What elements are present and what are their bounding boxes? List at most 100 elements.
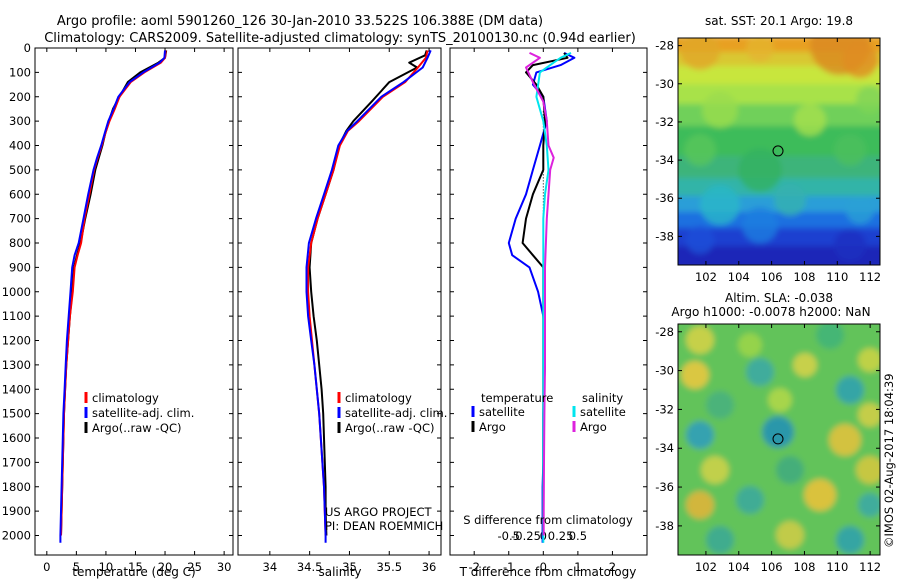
map-x-tick-label: 106 <box>761 270 783 284</box>
sst-map-title: sat. SST: 20.1 Argo: 19.8 <box>705 14 853 28</box>
sla-texture-spot <box>816 324 844 349</box>
map-x-tick-label: 104 <box>728 560 750 574</box>
depth-tick-label: 600 <box>9 187 31 201</box>
sla-texture-spot <box>746 358 774 386</box>
project-annotation-line1: US ARGO PROJECT <box>325 505 433 519</box>
legend-entry: Argo <box>580 420 607 434</box>
depth-tick-label: 1700 <box>2 455 31 469</box>
map-y-tick-label: -34 <box>655 441 674 455</box>
map-x-tick-label: 102 <box>695 560 717 574</box>
depth-tick-label: 1500 <box>2 407 31 421</box>
depth-tick-label: 800 <box>9 236 31 250</box>
sla-texture-spot <box>858 348 880 372</box>
legend-entry: Argo(..raw -QC) <box>92 421 182 435</box>
sla-texture-spot <box>804 479 836 511</box>
map-y-tick-label: -28 <box>655 39 674 53</box>
sla-texture-spot <box>686 421 714 449</box>
sst-color-band <box>678 246 880 265</box>
sst-texture-spot <box>700 185 740 225</box>
sla-texture-spot <box>793 353 817 377</box>
depth-tick-label: 1600 <box>2 431 31 445</box>
series-line-argo-raw-qc <box>60 50 168 536</box>
legend-entry: Argo <box>479 420 506 434</box>
x-tick-label: -2 <box>468 560 479 574</box>
argo-location-marker-sst <box>772 145 784 157</box>
sla-texture-spot <box>738 333 762 357</box>
depth-tick-label: 1000 <box>2 285 31 299</box>
s-difference-tick-label: -0.5 <box>498 529 520 543</box>
sla-texture-spot <box>768 388 792 412</box>
figure-title-line1: Argo profile: aoml 5901260_126 30-Jan-20… <box>57 14 543 29</box>
map-x-tick-label: 112 <box>859 270 881 284</box>
legend-entry: Argo(..raw -QC) <box>345 421 435 435</box>
x-tick-label: 1 <box>574 560 581 574</box>
depth-tick-label: 900 <box>9 260 31 274</box>
depth-tick-label: 1300 <box>2 358 31 372</box>
map-x-tick-label: 108 <box>793 270 815 284</box>
sla-texture-spot <box>706 526 734 554</box>
s-difference-axis-label: S difference from climatology <box>463 513 633 527</box>
series-line-satellite <box>535 51 572 543</box>
sla-texture-spot <box>776 456 804 484</box>
map-y-tick-label: -38 <box>655 229 674 243</box>
legend-title-temperature: temperature <box>481 391 553 405</box>
x-tick-label: 20 <box>158 560 173 574</box>
s-difference-tick-label: -0.25 <box>511 529 541 543</box>
series-line-satellite-adj-clim <box>59 50 166 543</box>
map-x-tick-label: 104 <box>728 270 750 284</box>
map-x-tick-label: 112 <box>859 560 881 574</box>
series-line-argo <box>525 51 555 536</box>
map-y-tick-label: -38 <box>655 519 674 533</box>
sst-map-panel: sat. SST: 20.1 Argo: 19.8 102 104 106 108 11… <box>655 14 881 284</box>
legend-entry: satellite-adj. clim. <box>345 406 447 420</box>
sla-texture-spot <box>858 493 880 517</box>
map-y-tick-label: -34 <box>655 153 674 167</box>
sla-texture-spot <box>701 456 729 484</box>
sst-texture-spot <box>684 134 716 166</box>
legend-entry: climatology <box>92 391 159 405</box>
sst-texture-spot <box>846 196 874 224</box>
sla-texture-spot <box>762 416 794 448</box>
sla-texture-spot <box>858 403 880 427</box>
depth-tick-label: 1100 <box>2 309 31 323</box>
series-line-argo-raw-qc <box>308 50 428 536</box>
depth-tick-label: 0 <box>24 41 31 55</box>
sst-texture-spot <box>856 86 880 114</box>
depth-tick-label: 700 <box>9 212 31 226</box>
temperature-axis-label: temperature (deg C) <box>72 565 195 579</box>
sla-texture-spot <box>836 526 864 554</box>
temperature-panel: 0100200300400500600700800900100011001200… <box>2 41 234 579</box>
map-x-tick-label: 102 <box>695 270 717 284</box>
map-y-tick-label: -36 <box>655 480 674 494</box>
x-tick-label: 0 <box>540 560 547 574</box>
map-y-tick-label: -32 <box>655 402 674 416</box>
map-y-tick-label: -36 <box>655 191 674 205</box>
map-y-tick-label: -30 <box>655 77 674 91</box>
t-difference-axis-label: T difference from climatology <box>459 565 637 579</box>
sla-texture-spot <box>686 491 714 519</box>
x-tick-label: 15 <box>128 560 143 574</box>
map-y-tick-label: -28 <box>655 325 674 339</box>
x-tick-label: 2 <box>609 560 616 574</box>
argo-location-marker-sla <box>772 433 784 445</box>
sst-texture-spot <box>834 134 866 166</box>
x-tick-label: 5 <box>73 560 80 574</box>
sla-texture-spot <box>681 361 709 389</box>
series-line-climatology <box>307 50 429 536</box>
sst-texture-spot <box>834 229 866 261</box>
depth-tick-label: 400 <box>9 139 31 153</box>
sla-texture-spot <box>776 521 804 549</box>
copyright-footer: ©IMOS 02-Aug-2017 18:04:39 <box>882 373 896 548</box>
legend-entry: satellite-adj. clim. <box>92 406 194 420</box>
sst-texture-spot <box>742 207 778 243</box>
sla-texture-spot <box>829 424 861 456</box>
sla-texture-spot <box>706 391 734 419</box>
s-difference-tick-label: 0.25 <box>548 529 574 543</box>
depth-tick-label: 1900 <box>2 504 31 518</box>
depth-tick-label: 1200 <box>2 334 31 348</box>
x-tick-label: -1 <box>503 560 514 574</box>
x-tick-label: 10 <box>99 560 114 574</box>
project-annotation-line2: PI: DEAN ROEMMICH <box>325 519 443 533</box>
sst-color-band <box>678 228 880 250</box>
